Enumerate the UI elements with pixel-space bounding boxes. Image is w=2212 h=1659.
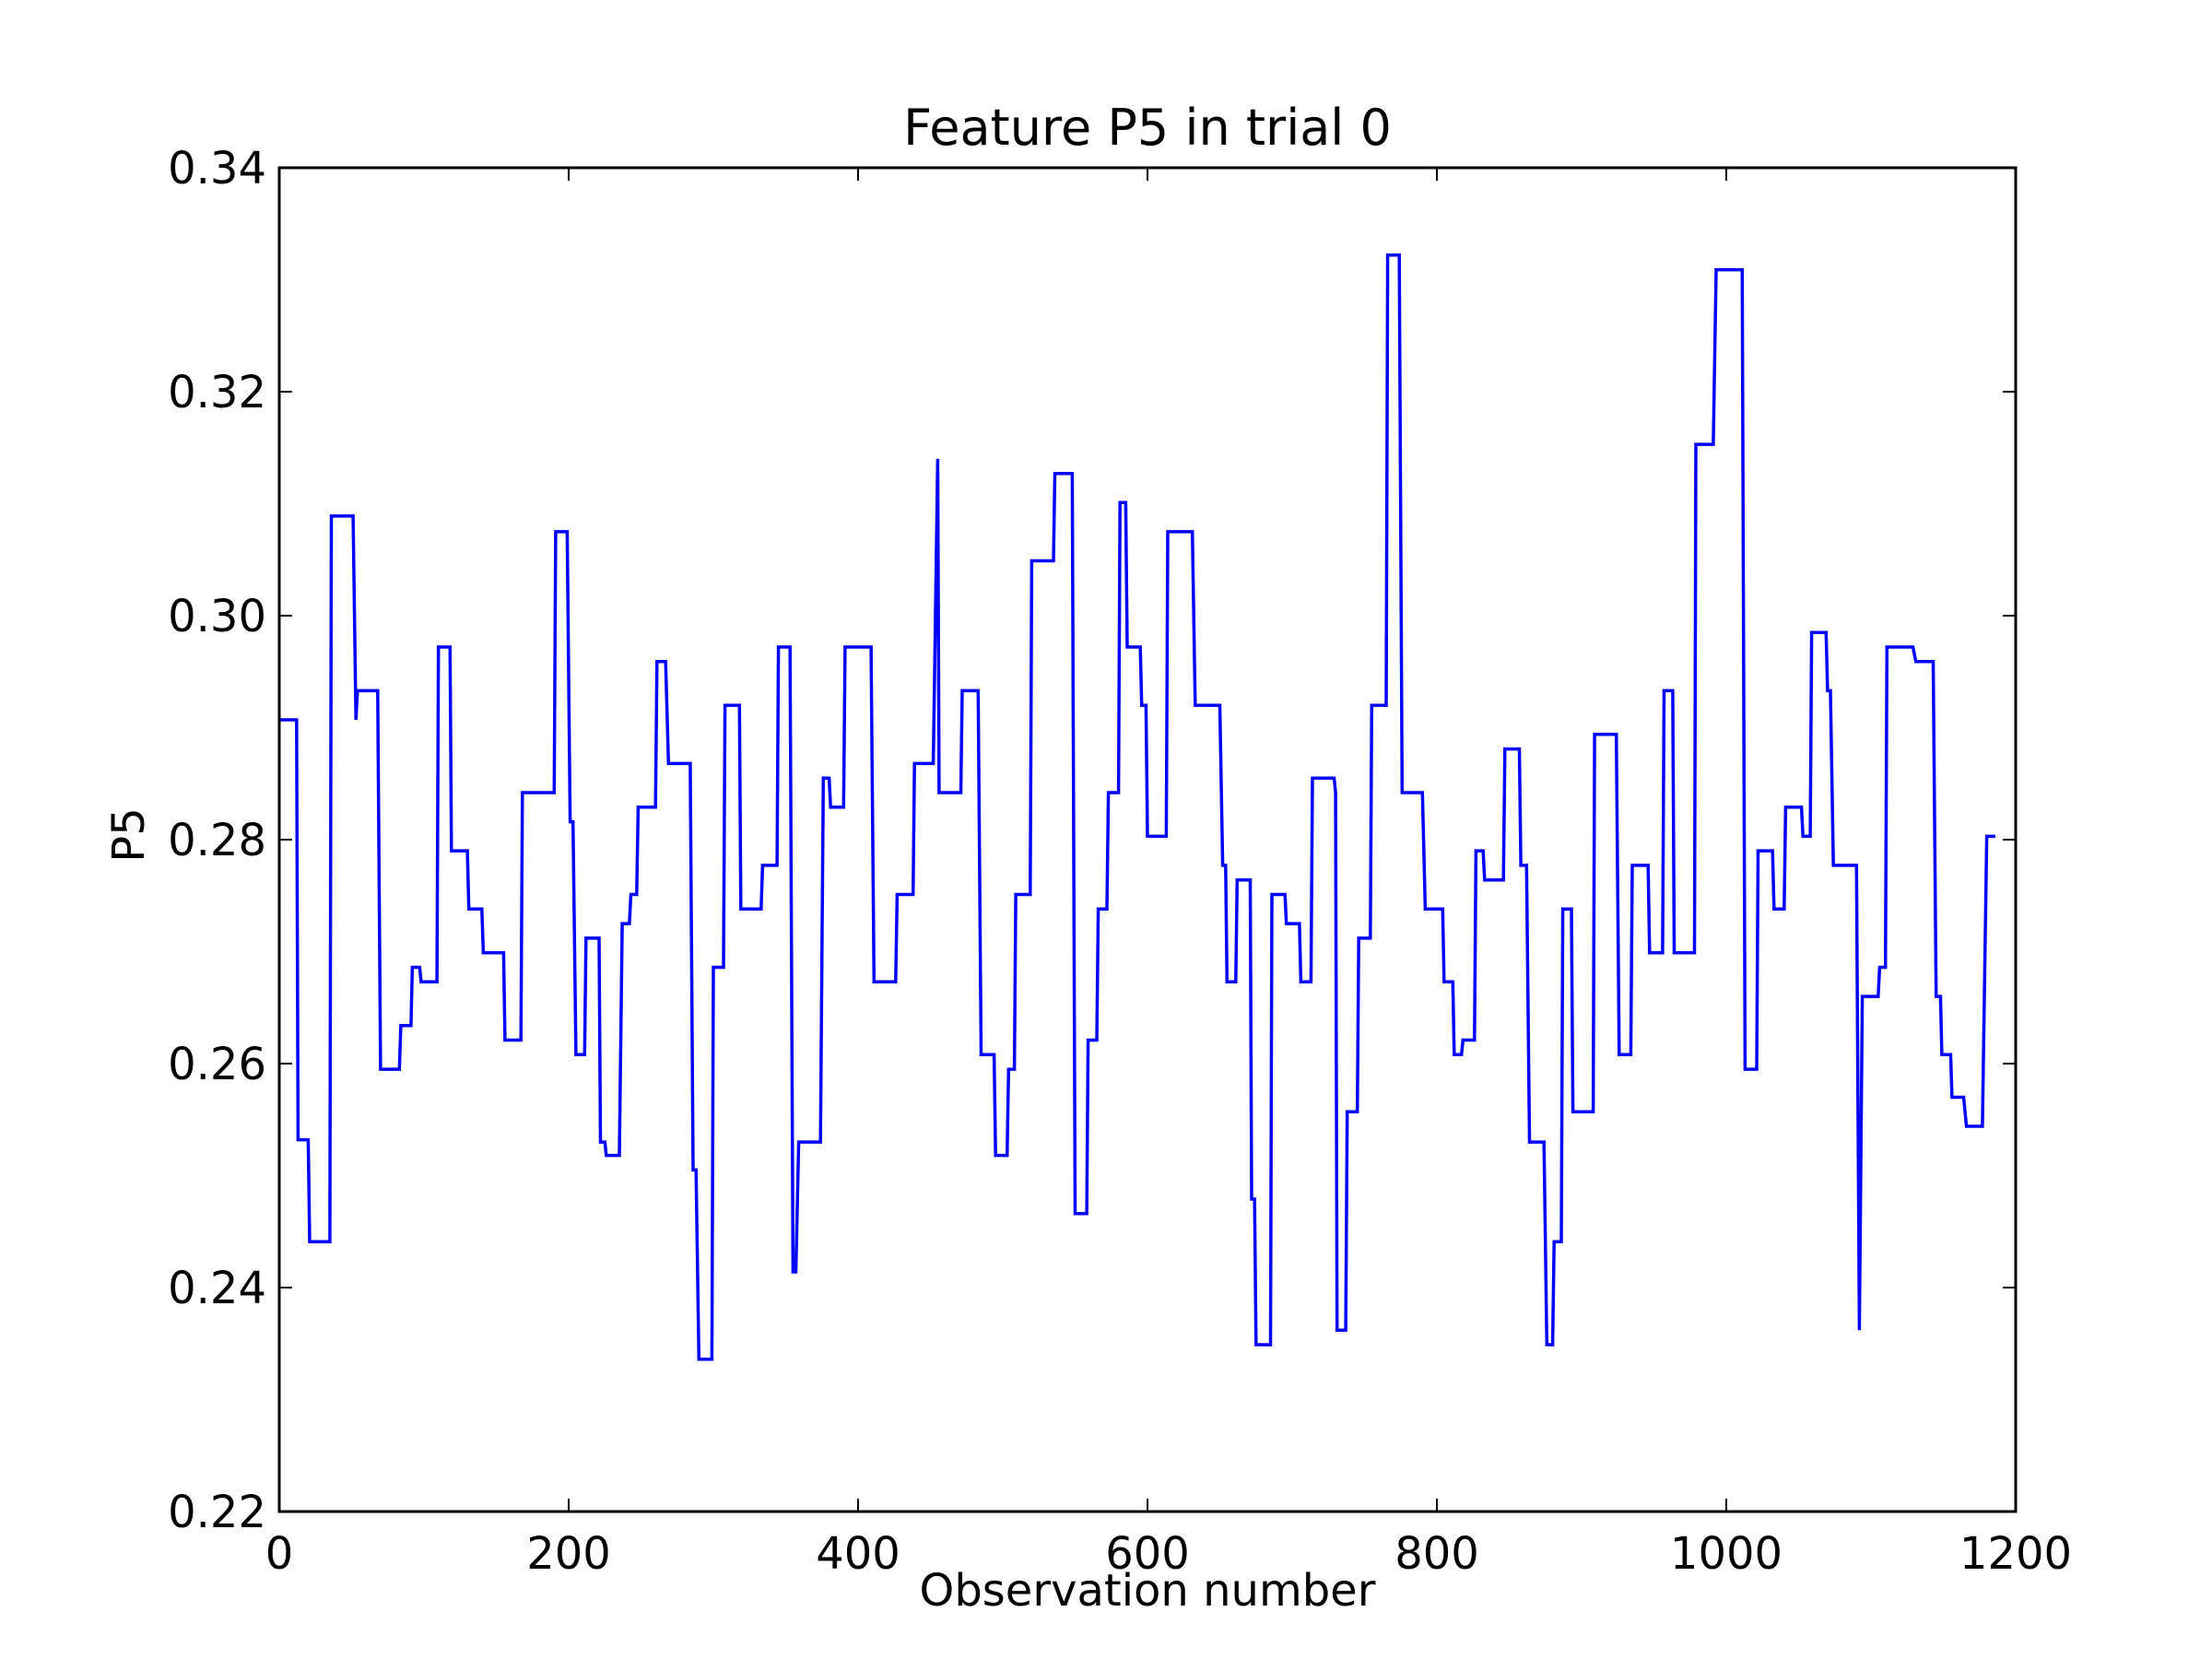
chart-title: Feature P5 in trial 0 [903, 99, 1392, 157]
x-tick-label: 800 [1394, 1528, 1479, 1580]
x-tick-label: 400 [816, 1528, 900, 1580]
series-line-0 [279, 253, 1995, 1361]
y-axis: 0.22 0.24 0.26 0.28 0.30 0.32 0.34 [168, 143, 2016, 1538]
x-tick-label: 200 [526, 1528, 611, 1580]
x-tick-label: 0 [265, 1528, 294, 1580]
y-tick-label: 0.28 [168, 815, 266, 866]
x-tick-label: 1200 [1959, 1528, 2072, 1580]
y-tick-label: 0.34 [168, 143, 266, 194]
y-tick-label: 0.22 [168, 1487, 266, 1538]
x-tick-label: 600 [1105, 1528, 1190, 1580]
y-tick-label: 0.30 [168, 591, 266, 642]
y-tick-label: 0.32 [168, 367, 266, 418]
x-axis: 0 200 400 600 800 1000 1200 [265, 168, 2072, 1580]
y-tick-label: 0.26 [168, 1039, 266, 1090]
y-tick-label: 0.24 [168, 1263, 266, 1314]
x-axis-label: Observation number [920, 1565, 1376, 1617]
x-tick-label: 1000 [1670, 1528, 1783, 1580]
y-axis-label: P5 [103, 807, 155, 862]
